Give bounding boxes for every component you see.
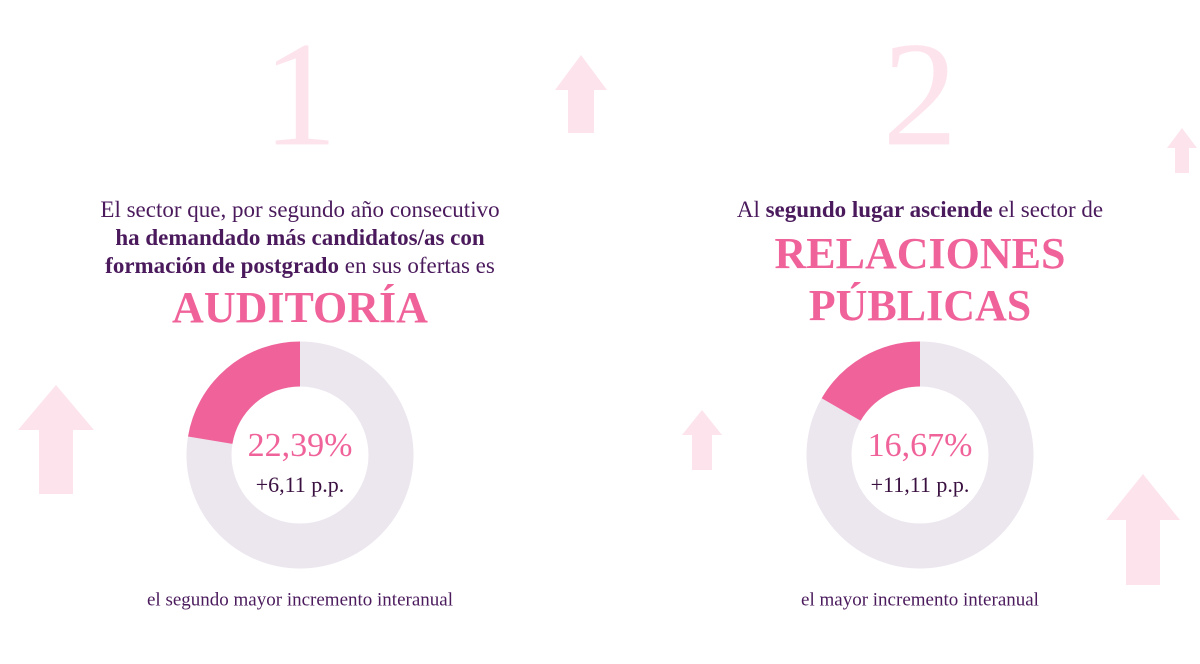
caption: el segundo mayor incremento interanual: [147, 589, 453, 610]
intro-run: formación de postgrado: [105, 253, 339, 278]
arrow: [1167, 128, 1197, 173]
sector-name: PÚBLICAS: [809, 281, 1032, 330]
donut-change: +11,11 p.p.: [871, 472, 970, 497]
donut-arc: [821, 341, 921, 422]
arrow: [555, 55, 607, 133]
sector-name: RELACIONES: [775, 229, 1066, 278]
intro-run: ha demandado más candidatos/as con: [115, 225, 485, 250]
arrow: [18, 385, 94, 494]
intro-run: El sector que, por segundo año consecuti…: [100, 197, 499, 222]
intro-run: Al: [737, 197, 766, 222]
donut-value: 16,67%: [868, 427, 973, 464]
intro-line: El sector que, por segundo año consecuti…: [100, 197, 499, 222]
big-number: 2: [883, 11, 958, 177]
intro-line: formación de postgrado en sus ofertas es: [105, 253, 495, 278]
intro-run: segundo lugar asciende: [766, 197, 993, 222]
donut-arc: [188, 341, 301, 445]
intro-line: ha demandado más candidatos/as con: [115, 225, 485, 250]
caption: el mayor incremento interanual: [801, 589, 1039, 610]
intro-run: el sector de: [993, 197, 1103, 222]
donut-value: 22,39%: [248, 427, 353, 464]
intro-run: en sus ofertas es: [339, 253, 495, 278]
donut-change: +6,11 p.p.: [256, 472, 345, 497]
big-number: 1: [263, 11, 338, 177]
arrow: [682, 410, 722, 470]
decor-arrows: [18, 55, 1197, 585]
sector-name: AUDITORÍA: [172, 283, 428, 332]
arrow: [1106, 474, 1180, 585]
intro-line: Al segundo lugar asciende el sector de: [737, 197, 1103, 222]
